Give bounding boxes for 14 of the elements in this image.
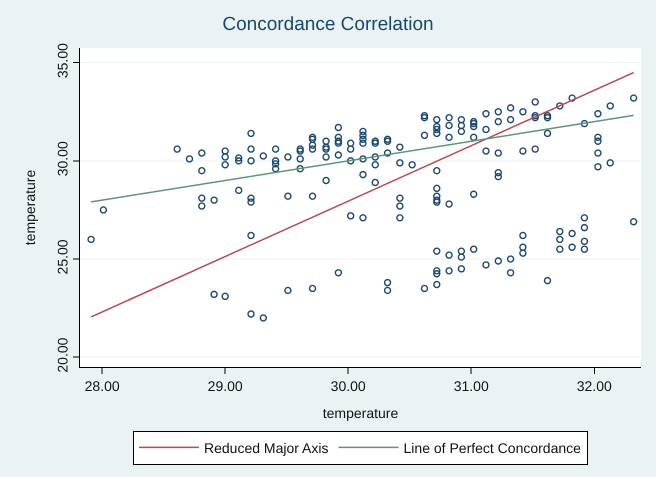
- y-tick-label: 25.00: [54, 239, 70, 274]
- x-axis-title: temperature: [322, 405, 398, 422]
- x-tick-label: 31.00: [454, 378, 489, 394]
- y-axis-title: temperature: [22, 170, 38, 246]
- y-tick-label: 20.00: [54, 337, 70, 373]
- y-tick-label: 35.00: [54, 42, 70, 78]
- x-tick-label: 32.00: [576, 378, 612, 394]
- x-tick-label: 30.00: [330, 378, 366, 394]
- x-tick-label: 28.00: [84, 378, 120, 394]
- y-tick-label: 30.00: [54, 141, 70, 176]
- chart-title: Concordance Correlation: [222, 14, 434, 35]
- x-tick-label: 29.00: [208, 378, 243, 394]
- legend-label: Reduced Major Axis: [204, 440, 329, 456]
- legend-label: Line of Perfect Concordance: [404, 440, 582, 456]
